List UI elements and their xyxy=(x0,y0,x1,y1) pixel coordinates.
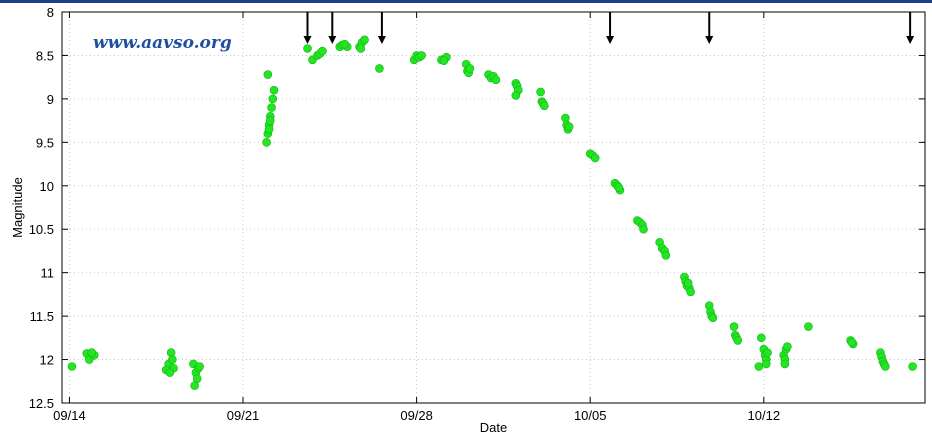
aavso-watermark: www.aavso.org xyxy=(93,33,232,53)
observation-point xyxy=(266,116,275,125)
observation-point xyxy=(561,113,570,123)
observation-point xyxy=(166,348,176,357)
observation-point xyxy=(262,138,271,147)
y-tick-label: 8.5 xyxy=(36,48,54,63)
observation-point xyxy=(417,51,426,60)
observation-point xyxy=(908,362,917,371)
observation-point xyxy=(190,381,199,390)
upper-limit-arrow-head xyxy=(303,36,312,44)
observation-point xyxy=(708,313,718,323)
observation-point xyxy=(804,322,813,331)
y-tick-label: 8 xyxy=(47,5,54,20)
y-tick-label: 11.5 xyxy=(30,309,54,324)
observation-point xyxy=(780,359,790,369)
observation-point xyxy=(356,44,366,53)
data-points xyxy=(67,35,917,390)
x-axis-title: Date xyxy=(480,420,507,435)
observation-point xyxy=(590,153,600,163)
observation-point xyxy=(318,46,327,56)
observation-point xyxy=(661,250,671,260)
observation-point xyxy=(375,64,384,73)
observation-point xyxy=(303,44,312,53)
observation-point xyxy=(165,368,175,377)
observation-point xyxy=(439,56,449,65)
observation-point xyxy=(268,94,278,104)
observation-point xyxy=(763,348,772,357)
observation-point xyxy=(847,337,857,347)
x-tick-label: 09/28 xyxy=(400,408,433,423)
observation-point xyxy=(614,183,624,192)
observation-point xyxy=(683,278,693,288)
x-tick-label: 10/05 xyxy=(574,408,607,423)
x-tick-label: 09/14 xyxy=(53,408,86,423)
y-tick-label: 9.5 xyxy=(36,135,54,150)
y-tick-label: 9 xyxy=(47,92,54,107)
observation-point xyxy=(536,87,545,97)
observation-point xyxy=(465,64,475,73)
observation-point xyxy=(639,224,648,234)
y-tick-label: 11 xyxy=(41,266,55,281)
y-tick-label: 10 xyxy=(40,179,54,194)
y-axis-title: Magnitude xyxy=(10,177,25,238)
observation-point xyxy=(491,75,501,85)
plot-area-frame xyxy=(61,11,926,404)
observation-point xyxy=(564,122,574,131)
upper-limit-arrow-head xyxy=(906,36,915,44)
y-tick-label: 12.5 xyxy=(29,396,54,411)
observation-point xyxy=(511,91,521,100)
observation-point xyxy=(87,348,97,357)
observation-point xyxy=(263,70,273,79)
observation-point xyxy=(264,125,274,134)
observation-point xyxy=(754,362,764,371)
observation-point xyxy=(168,355,177,364)
upper-limit-arrow-head xyxy=(606,36,615,44)
observation-point xyxy=(269,85,279,95)
observation-point xyxy=(267,103,276,112)
axis-ticks: 8 8.5 9 9.5 10 10.5 11 11.5 12 12.509/14 09/21 09/2… xyxy=(29,5,925,423)
upper-limit-arrows xyxy=(303,12,915,44)
observation-point xyxy=(733,336,743,345)
upper-limit-arrow-head xyxy=(377,36,386,44)
observation-point xyxy=(195,362,204,371)
observation-point xyxy=(360,35,369,45)
upper-limit-arrow-head xyxy=(328,36,337,44)
observation-point xyxy=(757,333,766,343)
observation-point xyxy=(881,362,890,371)
observation-point xyxy=(67,362,77,371)
x-tick-label: 10/12 xyxy=(748,408,781,423)
x-tick-label: 09/21 xyxy=(227,408,260,423)
top-border-bar xyxy=(0,0,932,3)
observation-point xyxy=(340,39,350,49)
observation-point xyxy=(686,287,695,297)
upper-limit-arrow-head xyxy=(705,36,714,44)
y-tick-label: 12 xyxy=(40,353,54,368)
observation-point xyxy=(540,101,549,111)
observation-point xyxy=(783,342,792,351)
y-tick-label: 10.5 xyxy=(29,222,54,237)
observation-point xyxy=(761,359,771,369)
grid-lines xyxy=(62,12,925,403)
observation-point xyxy=(729,322,739,331)
